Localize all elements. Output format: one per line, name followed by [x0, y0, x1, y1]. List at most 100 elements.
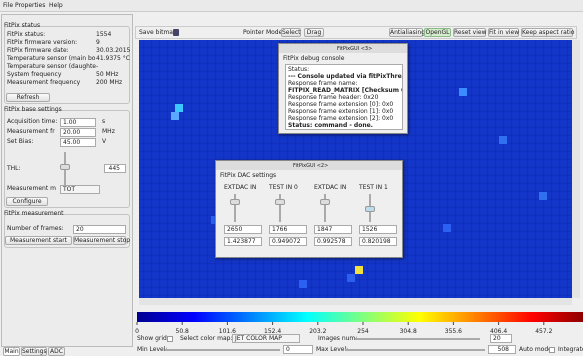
console-line: Response frame extension [2]: 0x0 — [288, 115, 394, 122]
slider-handle[interactable] — [60, 164, 70, 170]
label: Integrate mode — [558, 346, 583, 353]
slider-handle[interactable] — [230, 199, 240, 205]
spinbox[interactable]: 20.00 — [60, 128, 96, 137]
window-title: FitPixGUI <3> — [337, 46, 373, 52]
label: Number of frames: — [7, 225, 64, 232]
spinbox[interactable]: 1766 — [269, 225, 307, 234]
value: 30.03.2015 — [96, 47, 131, 54]
value: 41.9375 °C — [96, 55, 130, 62]
toggle-button[interactable]: OpenGL — [424, 28, 451, 37]
spinbox[interactable]: 1847 — [314, 225, 352, 234]
label: Measurement fr — [7, 128, 55, 135]
button[interactable]: Configure — [6, 197, 48, 206]
button[interactable]: Refresh — [6, 93, 50, 102]
color-scale — [137, 312, 583, 322]
spinbox[interactable]: 45.00 — [60, 138, 96, 147]
console-text: Status: --- Console updated via fitPixThr… — [285, 64, 403, 130]
tick-label: 0 — [135, 328, 139, 335]
spinbox[interactable]: 0.992578 — [314, 237, 352, 246]
console-line: Response frame header: 0x20 — [288, 94, 379, 101]
checkbox[interactable] — [167, 336, 173, 342]
button[interactable]: Select — [281, 28, 301, 37]
value: 1554 — [96, 31, 112, 38]
console-line: FITPIX_READ_MATRIX [Checksum OK] — [288, 87, 403, 94]
button[interactable]: Fit in view — [488, 28, 520, 37]
spinbox[interactable]: 20 — [73, 225, 126, 234]
tick-label: 355.6 — [445, 328, 462, 335]
console-line: Response frame extension [1]: 0x0 — [288, 108, 394, 115]
menu-bar: File Properties Help — [0, 0, 583, 12]
label: Temperature sensor (daughte — [7, 63, 96, 70]
value: 200 MHz — [96, 79, 123, 86]
spinbox[interactable]: 0 — [283, 345, 313, 354]
save-icon[interactable] — [173, 29, 179, 36]
group-box — [4, 110, 130, 208]
tick-label: 457.2 — [535, 328, 552, 335]
label: Select color map: — [180, 335, 233, 342]
spinbox[interactable]: 508 — [488, 345, 516, 354]
spinbox[interactable]: 1.423877 — [224, 237, 262, 246]
title-bar — [279, 44, 407, 53]
spinbox[interactable]: 2650 — [224, 225, 262, 234]
tick-label: 304.8 — [400, 328, 417, 335]
label: Images num: — [318, 335, 358, 342]
tab[interactable]: Main — [3, 347, 20, 356]
spinbox[interactable]: 20 — [490, 334, 512, 343]
heading: FitPix debug console — [283, 55, 345, 62]
spinbox[interactable]: 0.949072 — [269, 237, 307, 246]
label: FitPix status: — [7, 31, 46, 38]
value: 9 — [96, 39, 100, 46]
label: Show grid: — [137, 335, 169, 342]
combo-box[interactable]: TOT — [60, 185, 100, 194]
console-line: Status: — [288, 66, 310, 73]
tick-label: 406.4 — [490, 328, 507, 335]
button[interactable]: Drag — [304, 28, 324, 37]
label: Max Level: — [316, 346, 349, 353]
tick-label: 254 — [357, 328, 369, 335]
group-title: FitPix status — [4, 22, 41, 29]
console-line: Status: command - done. — [288, 122, 373, 129]
tick-label: 50.8 — [176, 328, 190, 335]
console-line: Response frame name: — [288, 80, 358, 87]
slider-track — [355, 338, 480, 340]
slider-track — [234, 194, 236, 222]
menu-item[interactable]: File — [3, 2, 14, 9]
label: Acquisition time: — [7, 118, 58, 125]
slider-handle[interactable] — [320, 199, 330, 205]
label: Save bitmap — [139, 29, 177, 36]
checkbox[interactable] — [549, 347, 555, 353]
combo-box[interactable]: JET COLOR MAP — [232, 334, 300, 343]
spinbox[interactable]: 1.00 — [60, 118, 96, 127]
value: 50 MHz — [96, 71, 119, 78]
slider-handle[interactable] — [365, 206, 375, 212]
scrollbar[interactable] — [139, 298, 572, 305]
group-box — [4, 26, 130, 104]
spinbox[interactable]: 445 — [104, 164, 126, 173]
tick-label: 152.4 — [264, 328, 281, 335]
button[interactable]: Keep aspect ratio — [521, 28, 575, 37]
unit: s — [102, 118, 106, 125]
console-line: Response frame extension [0]: 0x0 — [288, 101, 394, 108]
menu-item[interactable]: Properties — [15, 2, 46, 9]
value: - — [96, 63, 99, 70]
tab[interactable]: ADC — [48, 347, 65, 356]
slider-track — [324, 194, 326, 222]
spinbox[interactable]: 1526 — [359, 225, 397, 234]
spinbox[interactable]: 0.820198 — [359, 237, 397, 246]
label: FitPix firmware date: — [7, 47, 69, 54]
toggle-button[interactable]: Antialiasing — [389, 28, 426, 37]
menu-item[interactable]: Help — [49, 2, 63, 9]
button[interactable]: Measurement stop — [73, 236, 131, 245]
button[interactable]: Reset view — [453, 28, 487, 37]
group-title: FitPix base settings — [4, 106, 62, 113]
column-label: EXTDAC IN — [224, 184, 257, 191]
label: Auto mode: — [519, 346, 554, 353]
scrollbar[interactable] — [572, 40, 580, 298]
tab[interactable]: Settings — [21, 347, 47, 356]
button[interactable]: Measurement start — [5, 236, 72, 245]
label: Min Level: — [137, 346, 168, 353]
dialog-window: FitPixGUI <2> FitPix DAC settings EXTDAC… — [215, 160, 403, 258]
slider-handle[interactable] — [275, 199, 285, 205]
group-box — [4, 214, 130, 248]
